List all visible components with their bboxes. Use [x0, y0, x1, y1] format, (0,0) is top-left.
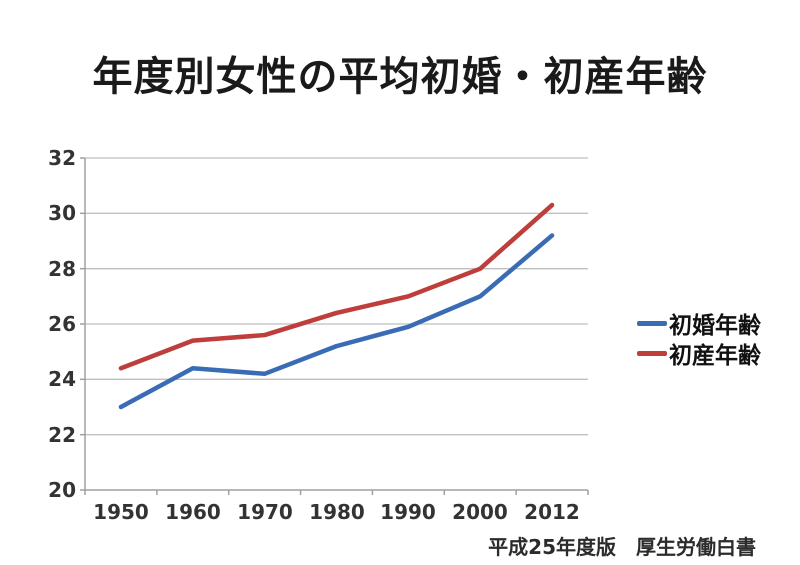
x-tick-label: 1950: [93, 500, 149, 524]
x-tick-label: 1990: [380, 500, 436, 524]
legend-label: 初産年齢: [669, 343, 761, 369]
legend-item-first-birth: 初産年齢: [637, 338, 761, 369]
y-tick-label: 28: [48, 257, 76, 281]
legend: 初婚年齢 初産年齢: [637, 308, 761, 369]
legend-line-sample-blue: [637, 320, 667, 326]
axis-ticks: [80, 157, 589, 495]
x-tick-label: 2000: [452, 500, 508, 524]
y-tick-label: 20: [48, 478, 76, 502]
legend-item-first-marriage: 初婚年齢: [637, 308, 761, 339]
series-line-0: [118, 233, 555, 410]
y-tick-label: 32: [48, 146, 76, 170]
legend-line-sample-red: [637, 350, 667, 356]
x-tick-label: 1980: [309, 500, 365, 524]
y-tick-label: 30: [48, 201, 76, 225]
x-tick-label: 2012: [524, 500, 580, 524]
chart-title: 年度別女性の平均初婚・初産年齢: [92, 54, 708, 100]
legend-label: 初婚年齢: [669, 313, 761, 339]
x-tick-label: 1960: [165, 500, 221, 524]
gridlines: [85, 157, 588, 436]
source-caption: 平成25年度版 厚生労働白書: [488, 535, 756, 559]
x-tick-label: 1970: [237, 500, 293, 524]
y-tick-label: 22: [48, 423, 76, 447]
series-line-1: [118, 202, 555, 371]
y-tick-label: 24: [48, 367, 76, 391]
y-tick-label: 26: [48, 312, 76, 336]
